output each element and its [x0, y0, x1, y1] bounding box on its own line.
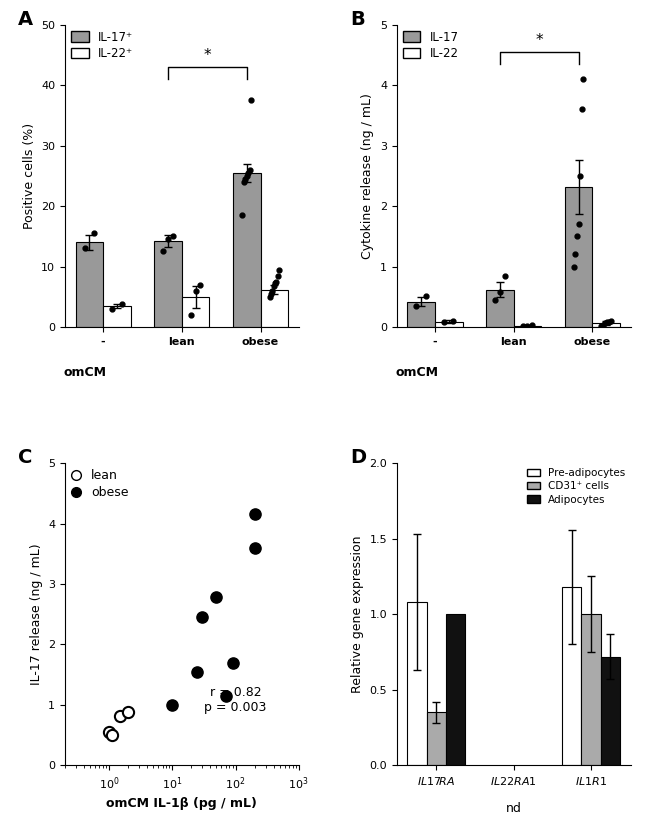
Text: D: D	[350, 448, 366, 467]
Bar	[408, 301, 435, 327]
Bar	[486, 290, 514, 327]
Bar	[435, 322, 463, 327]
Point	[227, 656, 238, 669]
Text: r = 0.82
p = 0.003: r = 0.82 p = 0.003	[204, 686, 266, 714]
Y-axis label: IL-17 release (ng / mL): IL-17 release (ng / mL)	[30, 543, 43, 685]
Bar	[514, 326, 541, 327]
Bar	[446, 614, 465, 765]
Y-axis label: Relative gene expression: Relative gene expression	[351, 536, 364, 693]
Bar	[182, 297, 209, 327]
Bar	[562, 587, 581, 765]
Bar	[601, 657, 620, 765]
Legend: IL-17⁺, IL-22⁺: IL-17⁺, IL-22⁺	[71, 30, 133, 60]
Text: *: *	[536, 33, 543, 49]
Point	[211, 591, 222, 604]
Y-axis label: Cytokine release (ng / mL): Cytokine release (ng / mL)	[361, 93, 374, 258]
Text: nd: nd	[506, 802, 521, 815]
Point	[123, 705, 133, 718]
Legend: IL-17, IL-22: IL-17, IL-22	[403, 30, 459, 60]
Text: B: B	[350, 10, 365, 29]
Point	[197, 611, 207, 624]
Text: C: C	[18, 448, 32, 467]
Point	[250, 508, 260, 521]
Bar	[75, 242, 103, 327]
Point	[107, 728, 117, 742]
Bar	[261, 290, 288, 327]
Point	[104, 726, 114, 739]
Point	[167, 699, 177, 712]
Point	[250, 542, 260, 555]
Legend: Pre-adipocytes, CD31⁺ cells, Adipocytes: Pre-adipocytes, CD31⁺ cells, Adipocytes	[527, 468, 625, 504]
Point	[115, 709, 125, 723]
Bar	[427, 713, 446, 765]
Bar	[408, 602, 427, 765]
Text: omCM: omCM	[64, 366, 107, 379]
Point	[192, 665, 203, 678]
Bar	[565, 187, 592, 327]
Bar	[103, 306, 131, 327]
X-axis label: omCM IL-1β (pg / mL): omCM IL-1β (pg / mL)	[107, 797, 257, 811]
Point	[220, 690, 231, 703]
Bar	[154, 241, 182, 327]
Y-axis label: Positive cells (%): Positive cells (%)	[23, 123, 36, 229]
Bar	[581, 614, 601, 765]
Legend: lean, obese: lean, obese	[72, 469, 129, 499]
Text: *: *	[203, 49, 211, 63]
Text: omCM: omCM	[396, 366, 439, 379]
Bar	[592, 323, 620, 327]
Bar	[233, 173, 261, 327]
Text: A: A	[18, 10, 33, 29]
